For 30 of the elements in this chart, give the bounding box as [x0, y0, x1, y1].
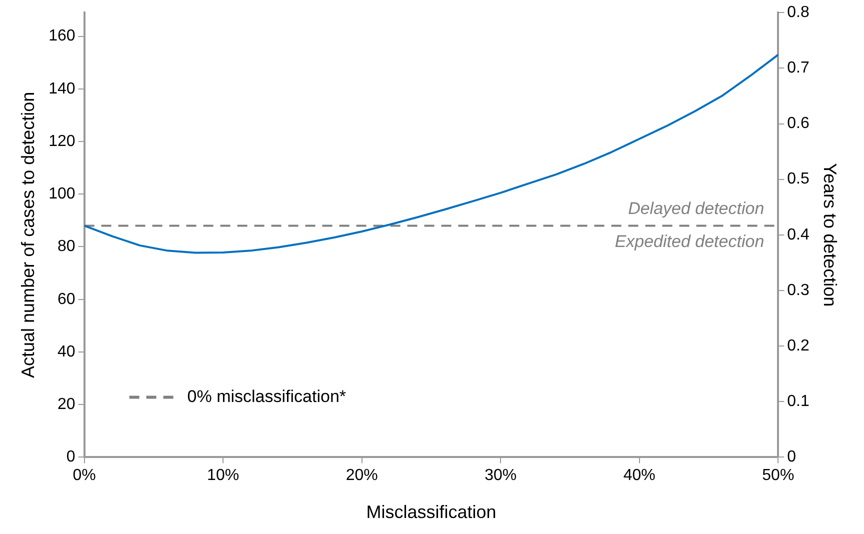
- legend-label: 0% misclassification*: [187, 386, 346, 406]
- y-tick-label: 160: [48, 28, 76, 45]
- y-axis-title: Actual number of cases to detection: [18, 92, 38, 378]
- x-tick-label: 40%: [623, 467, 656, 484]
- y2-tick-label: 0.7: [787, 60, 810, 77]
- x-tick-label: 50%: [762, 467, 794, 484]
- x-tick-label: 10%: [207, 467, 240, 484]
- annotation: Delayed detection: [628, 198, 764, 218]
- y2-tick-label: 0.4: [787, 226, 810, 244]
- y2-tick-label: 0.1: [787, 393, 810, 410]
- y-tick-label: 100: [48, 186, 76, 203]
- annotation: Expedited detection: [614, 232, 764, 251]
- y2-tick-label: 0: [787, 448, 796, 466]
- x-tick-label: 20%: [346, 467, 378, 484]
- y-tick-label: 40: [58, 343, 76, 360]
- y2-tick-label: 0.8: [787, 4, 810, 22]
- y-tick-label: 80: [58, 238, 76, 256]
- y-tick-label: 20: [58, 396, 76, 413]
- y2-tick-label: 0.2: [787, 337, 810, 354]
- y2-tick-label: 0.6: [787, 115, 810, 132]
- y2-tick-label: 0.3: [787, 282, 810, 299]
- y2-axis-title: Years to detection: [820, 163, 840, 307]
- y-tick-label: 120: [48, 132, 76, 150]
- y-tick-label: 0: [66, 448, 76, 466]
- x-tick-label: 0%: [72, 467, 96, 484]
- x-axis-title: Misclassification: [366, 502, 496, 522]
- x-tick-label: 30%: [484, 467, 517, 484]
- y-tick-label: 140: [48, 80, 76, 98]
- y-tick-label: 60: [58, 290, 76, 308]
- y2-tick-label: 0.5: [787, 170, 810, 188]
